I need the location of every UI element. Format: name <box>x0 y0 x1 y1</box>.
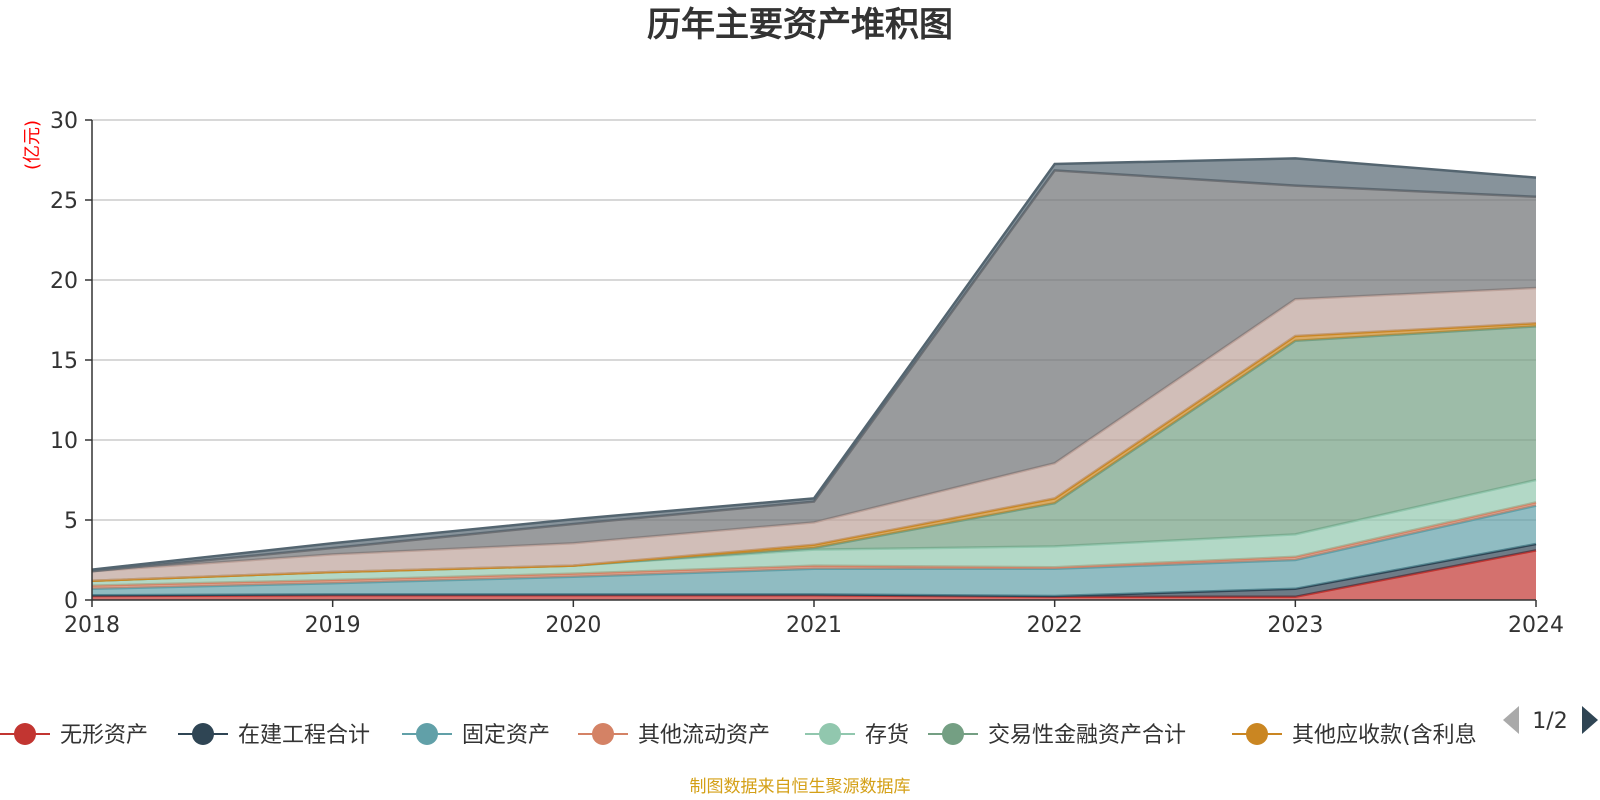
legend-marker-icon <box>592 723 614 745</box>
legend-next-page-button[interactable] <box>1582 706 1598 734</box>
legend-marker-icon <box>14 723 36 745</box>
source-note: 制图数据来自恒生聚源数据库 <box>690 777 911 797</box>
legend-label: 存货 <box>865 723 909 748</box>
y-tick-label: 0 <box>64 589 78 614</box>
legend-item[interactable]: 交易性金融资产合计 <box>928 723 1186 748</box>
legend-label: 固定资产 <box>462 723 550 748</box>
legend-item[interactable]: 在建工程合计 <box>178 723 370 748</box>
legend-page-indicator: 1/2 <box>1532 709 1567 734</box>
x-tick-label: 2020 <box>545 613 601 638</box>
y-tick-label: 30 <box>50 109 78 134</box>
legend-prev-page-button[interactable] <box>1503 706 1519 734</box>
y-tick-label: 5 <box>64 509 78 534</box>
area-series-line-9 <box>91 157 1537 571</box>
legend-item[interactable]: 固定资产 <box>402 723 550 748</box>
x-tick-labels: 2018 2019 2020 2021 2022 2023 2024 <box>64 600 1564 638</box>
legend-label: 无形资产 <box>60 723 148 748</box>
legend-item[interactable]: 其他流动资产 <box>578 723 770 748</box>
x-tick-label: 2021 <box>786 613 842 638</box>
legend-label: 在建工程合计 <box>238 723 370 748</box>
area-series-8 <box>92 170 1536 572</box>
area-series-7 <box>92 288 1536 581</box>
legend-label: 其他应收款(含利息 <box>1292 723 1477 748</box>
y-tick-label: 10 <box>50 429 78 454</box>
area-series-0 <box>92 550 1536 600</box>
legend-label: 其他流动资产 <box>638 723 770 748</box>
x-tick-label: 2018 <box>64 613 120 638</box>
y-tick-label: 15 <box>50 349 78 374</box>
legend-marker-icon <box>192 723 214 745</box>
x-tick-label: 2024 <box>1508 613 1564 638</box>
legend-label: 交易性金融资产合计 <box>988 723 1186 748</box>
legend-marker-icon <box>416 723 438 745</box>
legend-marker-icon <box>942 723 964 745</box>
y-axis-unit-label: (亿元) <box>22 120 43 170</box>
area-series-5 <box>92 326 1536 581</box>
legend-marker-icon <box>1246 723 1268 745</box>
x-tick-label: 2023 <box>1267 613 1323 638</box>
y-tick-labels: 0 5 10 15 20 25 30 <box>50 109 92 614</box>
legend-marker-icon <box>819 723 841 745</box>
legend-pager: 1/2 <box>1503 706 1598 734</box>
legend-item[interactable]: 无形资产 <box>0 723 148 748</box>
legend-item[interactable]: 其他应收款(含利息 <box>1232 723 1477 748</box>
area-series-group <box>91 157 1537 600</box>
area-series-2 <box>92 505 1536 596</box>
y-tick-label: 25 <box>50 189 78 214</box>
x-tick-label: 2019 <box>305 613 361 638</box>
area-series-4 <box>92 480 1536 586</box>
y-tick-label: 20 <box>50 269 78 294</box>
legend: 无形资产 在建工程合计 固定资产 其他流动资产 存货 交易性金融资产合计 其他应收款(含利息 <box>0 723 1477 748</box>
chart-title: 历年主要资产堆积图 <box>647 5 953 45</box>
legend-item[interactable]: 存货 <box>805 723 909 748</box>
x-tick-label: 2022 <box>1027 613 1083 638</box>
